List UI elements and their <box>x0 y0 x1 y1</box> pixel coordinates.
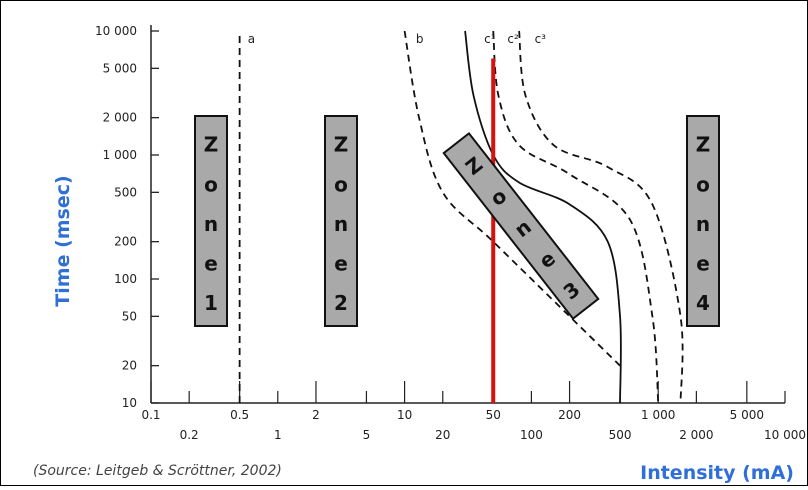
zone-letter: o <box>696 172 710 196</box>
zone-box <box>324 115 358 327</box>
curve-labels: a b c¹ c² c³ <box>248 32 546 46</box>
curve-c3 <box>518 30 684 404</box>
y-tick-label: 10 <box>122 396 137 410</box>
x-tick-label-upper: 5 000 <box>730 408 764 422</box>
curves <box>238 30 684 404</box>
zone-letter: Z <box>204 133 219 157</box>
x-tick-label-upper: 10 <box>397 408 412 422</box>
zone-letter: Z <box>334 133 349 157</box>
curve-label-2: c¹ <box>484 32 496 46</box>
x-tick-label-lower: 100 <box>520 428 543 442</box>
zone-letter: 4 <box>696 291 710 315</box>
x-tick-label-lower: 10 000 <box>764 428 806 442</box>
zone-letter: e <box>204 252 218 276</box>
zone-letter: n <box>696 212 710 236</box>
zone-box <box>194 115 228 327</box>
zone-letter: e <box>334 252 348 276</box>
x-tick-label-lower: 20 <box>435 428 450 442</box>
x-tick-label-upper: 50 <box>486 408 501 422</box>
curve-b <box>403 30 621 367</box>
x-tick-label-upper: 200 <box>558 408 581 422</box>
zone-letter: n <box>204 212 218 236</box>
zone-letter: Z <box>696 133 711 157</box>
curve-label-0: a <box>248 32 255 46</box>
y-tick-label: 20 <box>122 359 137 373</box>
x-tick-label-lower: 5 <box>363 428 371 442</box>
y-tick-label: 5 000 <box>103 61 137 75</box>
curve-label-1: b <box>416 32 424 46</box>
x-tick-label-lower: 2 000 <box>679 428 713 442</box>
y-tick-label: 50 <box>122 309 137 323</box>
curve-label-4: c³ <box>535 32 547 46</box>
source-note: (Source: Leitgeb & Scröttner, 2002) <box>33 463 282 479</box>
y-tick-label: 1 000 <box>103 148 137 162</box>
curve-c1 <box>464 30 622 404</box>
x-axis-title: Intensity (mA) <box>640 462 794 484</box>
y-tick-label: 500 <box>114 185 137 199</box>
curve-c2 <box>492 30 660 404</box>
x-tick-label-lower: 1 <box>274 428 282 442</box>
zone-letter: 1 <box>204 291 218 315</box>
zone-letter: o <box>204 172 218 196</box>
y-tick-label: 100 <box>114 272 137 286</box>
zone-box <box>442 132 600 320</box>
y-tick-label: 200 <box>114 235 137 249</box>
x-tick-label-upper: 0.1 <box>141 408 160 422</box>
zone-box <box>686 115 720 327</box>
x-tick-label-lower: 0.2 <box>180 428 199 442</box>
curve-label-3: c² <box>507 32 519 46</box>
y-tick-label: 10 000 <box>95 24 137 38</box>
zone-letter: e <box>696 252 710 276</box>
x-tick-label-lower: 500 <box>609 428 632 442</box>
zone-letter: o <box>334 172 348 196</box>
x-tick-label-upper: 2 <box>312 408 320 422</box>
zone-letter: n <box>334 212 348 236</box>
x-tick-label-upper: 1 000 <box>641 408 675 422</box>
y-axis-title: Time (msec) <box>52 175 74 306</box>
zone-letter: 2 <box>334 291 348 315</box>
y-tick-label: 2 000 <box>103 111 137 125</box>
x-tick-label-upper: 0.5 <box>230 408 249 422</box>
